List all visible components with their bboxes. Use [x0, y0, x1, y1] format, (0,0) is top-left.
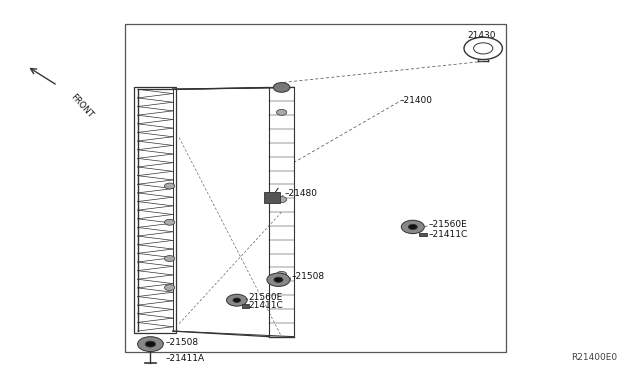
Text: –21560E: –21560E	[429, 220, 468, 229]
Text: 21411C: 21411C	[248, 301, 283, 310]
Bar	[242, 304, 249, 308]
Circle shape	[164, 219, 175, 225]
Circle shape	[267, 273, 290, 286]
Circle shape	[138, 337, 163, 352]
Text: –21508: –21508	[291, 272, 324, 280]
Circle shape	[233, 298, 241, 302]
Text: FRONT: FRONT	[69, 92, 95, 120]
Circle shape	[276, 272, 287, 277]
Text: –21508: –21508	[165, 338, 198, 347]
Text: –21400: –21400	[400, 96, 433, 105]
Text: –21480: –21480	[285, 189, 318, 198]
Circle shape	[164, 285, 175, 291]
Text: 21560E: 21560E	[248, 293, 283, 302]
Circle shape	[274, 277, 283, 282]
Bar	[125, 24, 506, 352]
Circle shape	[408, 224, 417, 230]
Circle shape	[227, 294, 247, 306]
Bar	[264, 192, 280, 203]
Bar	[419, 232, 427, 236]
Circle shape	[164, 256, 175, 262]
Circle shape	[273, 83, 290, 92]
Text: 21430: 21430	[467, 31, 496, 40]
Bar	[134, 87, 176, 333]
Circle shape	[145, 341, 156, 347]
Text: –21411A: –21411A	[165, 355, 204, 363]
Text: R21400E0: R21400E0	[572, 353, 618, 362]
Circle shape	[276, 109, 287, 115]
Bar	[269, 87, 294, 337]
Circle shape	[164, 183, 175, 189]
Text: –21411C: –21411C	[429, 230, 468, 239]
Circle shape	[401, 220, 424, 234]
Circle shape	[276, 196, 287, 202]
